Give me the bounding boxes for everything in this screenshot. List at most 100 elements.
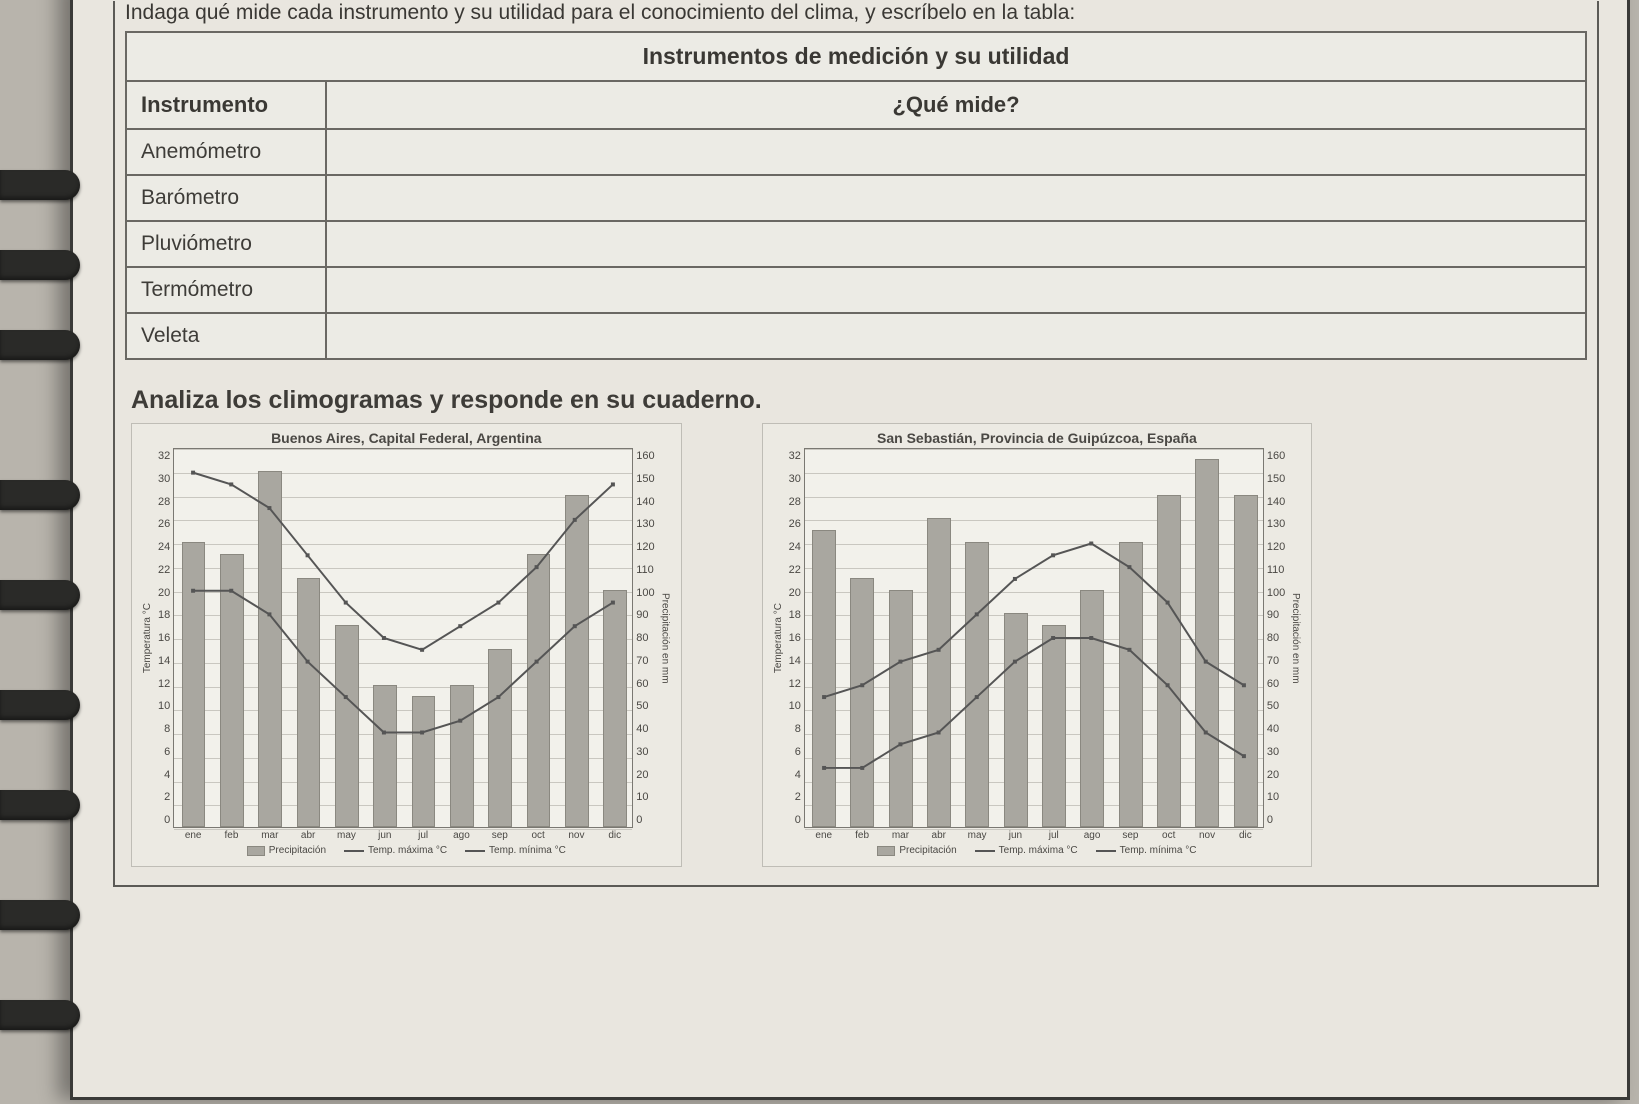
table-row: Barómetro (126, 175, 1586, 221)
y-right-tick: 50 (1267, 700, 1279, 712)
precip-bar (603, 590, 627, 828)
y-left-tick: 0 (164, 814, 170, 826)
tmax-line-marker (420, 648, 424, 652)
instrument-value (326, 221, 1586, 267)
binding-ring (0, 1000, 80, 1030)
climogram: San Sebastián, Provincia de Guipúzcoa, E… (762, 423, 1313, 867)
x-tick: sep (1111, 830, 1149, 841)
legend-tmax-swatch (975, 850, 995, 852)
y-left-tick: 20 (158, 587, 170, 599)
y-right-tick: 70 (636, 655, 648, 667)
x-tick: ago (442, 830, 480, 841)
y-left-tick: 2 (164, 791, 170, 803)
y-left-tick: 32 (789, 450, 801, 462)
y-left-tick: 28 (789, 496, 801, 508)
y-right-tick: 90 (636, 609, 648, 621)
spiral-binding (0, 0, 90, 1104)
y-left-tick: 20 (789, 587, 801, 599)
precip-bar (1195, 459, 1219, 827)
precip-bar (527, 554, 551, 827)
instrument-value (326, 267, 1586, 313)
legend-tmin-label: Temp. mínima °C (1120, 845, 1197, 856)
legend-tmin-swatch (465, 850, 485, 852)
binding-ring (0, 480, 80, 510)
instrument-label: Pluviómetro (126, 221, 326, 267)
legend-tmax-label: Temp. máxima °C (368, 845, 447, 856)
x-tick: nov (557, 830, 595, 841)
y-left-tick: 18 (158, 609, 170, 621)
y-left-tick: 30 (789, 473, 801, 485)
instruction-text: Indaga qué mide cada instrumento y su ut… (125, 1, 1587, 25)
precip-bar (1080, 590, 1104, 828)
y-right-tick: 50 (636, 700, 648, 712)
y-left-tick: 12 (158, 678, 170, 690)
x-tick: nov (1188, 830, 1226, 841)
y-left-tick: 24 (158, 541, 170, 553)
x-tick: ago (1073, 830, 1111, 841)
instrument-label: Barómetro (126, 175, 326, 221)
y-right-tick: 120 (1267, 541, 1285, 553)
y-left-tick: 10 (158, 700, 170, 712)
y-right-tick: 30 (1267, 746, 1279, 758)
plot-area (173, 448, 633, 828)
charts-row: Buenos Aires, Capital Federal, Argentina… (125, 423, 1587, 867)
binding-ring (0, 580, 80, 610)
y-left-tick: 8 (795, 723, 801, 735)
gridline (805, 544, 1263, 545)
x-tick: may (327, 830, 365, 841)
legend-tmin-label: Temp. mínima °C (489, 845, 566, 856)
precip-bar (1042, 625, 1066, 827)
precip-bar (488, 649, 512, 827)
gridline (174, 473, 632, 474)
y-right-tick: 40 (636, 723, 648, 735)
col-header-instrument: Instrumento (126, 81, 326, 129)
y-right-tick: 20 (1267, 769, 1279, 781)
y-right-tick: 60 (636, 678, 648, 690)
x-tick: mar (881, 830, 919, 841)
instrument-value (326, 175, 1586, 221)
y-right-tick: 160 (636, 450, 654, 462)
x-tick: feb (212, 830, 250, 841)
table-row: Pluviómetro (126, 221, 1586, 267)
y-right-tick: 140 (636, 496, 654, 508)
tmax-line-marker (306, 553, 310, 557)
x-tick: feb (843, 830, 881, 841)
gridline (174, 520, 632, 521)
x-tick: jun (996, 830, 1034, 841)
tmax-line-marker (344, 601, 348, 605)
y-left-tick: 32 (158, 450, 170, 462)
y-right-label: Precipitación en mm (658, 593, 673, 684)
gridline (174, 829, 632, 830)
y-right-tick: 100 (636, 587, 654, 599)
table-row: Anemómetro (126, 129, 1586, 175)
precip-bar (565, 495, 589, 828)
y-right-tick: 160 (1267, 450, 1285, 462)
y-right-tick: 90 (1267, 609, 1279, 621)
instrument-label: Veleta (126, 313, 326, 359)
plot-wrap: Temperatura °C32302826242220181614121086… (140, 448, 673, 828)
binding-ring (0, 900, 80, 930)
section-title: Analiza los climogramas y responde en su… (131, 386, 1587, 415)
precip-bar (297, 578, 321, 827)
y-right-tick: 140 (1267, 496, 1285, 508)
precip-bar (850, 578, 874, 827)
y-right-tick: 130 (1267, 518, 1285, 530)
y-left-tick: 18 (789, 609, 801, 621)
y-left-label: Temperatura °C (771, 603, 786, 673)
plot-wrap: Temperatura °C32302826242220181614121086… (771, 448, 1304, 828)
y-right-tick: 130 (636, 518, 654, 530)
binding-ring (0, 790, 80, 820)
binding-ring (0, 330, 80, 360)
x-tick: jul (404, 830, 442, 841)
y-left-tick: 26 (158, 518, 170, 530)
x-tick: dic (596, 830, 634, 841)
x-tick: oct (519, 830, 557, 841)
y-left-tick: 24 (789, 541, 801, 553)
y-axis-left: 32302826242220181614121086420 (155, 448, 173, 828)
climogram: Buenos Aires, Capital Federal, Argentina… (131, 423, 682, 867)
precip-bar (258, 471, 282, 827)
y-right-tick: 30 (636, 746, 648, 758)
y-right-tick: 10 (636, 791, 648, 803)
y-left-tick: 4 (795, 769, 801, 781)
table-row: Veleta (126, 313, 1586, 359)
